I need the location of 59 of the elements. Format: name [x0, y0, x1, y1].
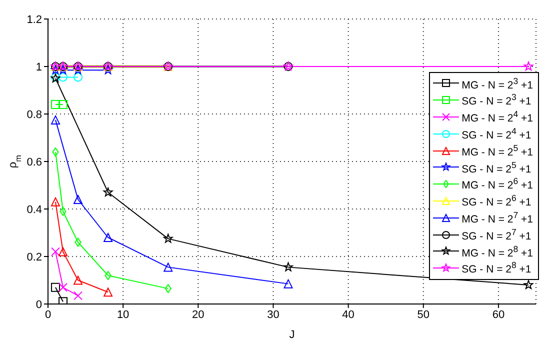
point: [284, 262, 293, 272]
y-tick-label: 0.8: [26, 108, 42, 121]
point: [73, 65, 83, 74]
point: [51, 197, 60, 206]
point: [60, 206, 66, 216]
point: [74, 195, 83, 204]
legend-label: MG - N = 2$^{6}$ +1: [462, 176, 533, 192]
point: [524, 280, 534, 290]
point: [74, 238, 82, 247]
legend-label: SG - N = 2$^{3}$ +1: [462, 92, 532, 108]
legend-label: SG - N = 2$^{6}$ +1: [462, 193, 532, 209]
legend-label: SG - N = 2$^{7}$ +1: [462, 226, 532, 242]
point: [103, 65, 113, 74]
x-tick-label: 30: [267, 308, 280, 321]
point: [58, 247, 68, 256]
y-tick-label: 0.6: [26, 156, 42, 168]
legend-label: SG - N = 2$^{5}$ +1: [462, 160, 532, 176]
point: [50, 65, 60, 74]
point: [58, 72, 68, 82]
point: [58, 100, 68, 109]
x-tick-label: 20: [192, 308, 204, 321]
point: [74, 276, 83, 285]
y-tick-label: 1.2: [26, 14, 42, 26]
point: [58, 282, 68, 292]
x-tick-label: 40: [342, 308, 354, 321]
legend-label: MG - N = 2$^{3}$ +1: [462, 76, 533, 92]
point: [284, 279, 293, 288]
point: [51, 282, 60, 292]
point: [104, 288, 113, 297]
x-tick-label: 60: [492, 308, 505, 321]
point: [74, 72, 83, 82]
point: [51, 115, 60, 124]
legend-label: SG - N = 2$^{8}$ +1: [462, 260, 532, 276]
legend-label: MG - N = 2$^{7}$ +1: [462, 210, 533, 226]
point: [52, 148, 59, 156]
point: [103, 187, 113, 196]
x-tick-label: 10: [116, 308, 130, 321]
point: [104, 233, 113, 242]
point: [74, 291, 83, 300]
legend-label: MG - N = 2$^{5}$ +1: [462, 142, 533, 158]
x-tick-label: 0: [44, 308, 52, 321]
legend-label: MG - N = 2$^{8}$ +1: [462, 244, 533, 260]
point: [58, 65, 68, 74]
point: [524, 62, 534, 71]
legend-label: SG - N = 2$^{4}$ +1: [462, 126, 532, 142]
y-tick-label: 0: [36, 298, 42, 311]
point: [51, 247, 60, 256]
x-axis-title: J: [289, 329, 295, 341]
point: [51, 100, 60, 109]
point: [104, 271, 112, 280]
point: [164, 262, 173, 272]
x-tick-label: 50: [417, 308, 430, 321]
legend-label: MG - N = 2$^{4}$ +1: [462, 109, 533, 125]
point: [58, 297, 68, 304]
y-tick-label: 0.4: [26, 204, 42, 216]
point: [164, 284, 172, 294]
y-tick-label: 1: [36, 61, 42, 74]
y-tick-label: 0.2: [26, 251, 42, 264]
point: [163, 234, 173, 243]
